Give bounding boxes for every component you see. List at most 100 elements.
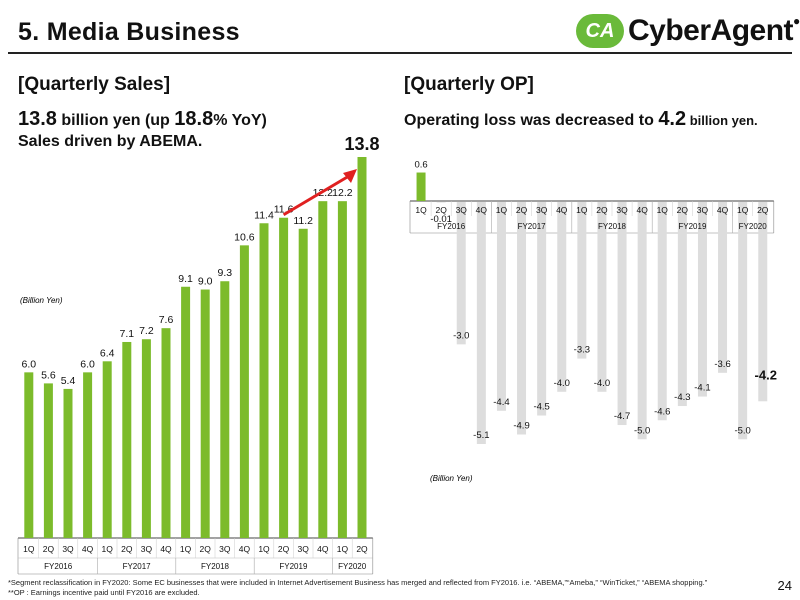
sales-data-label: 10.6: [234, 231, 255, 243]
sales-bar: [259, 223, 269, 538]
op-quarter-tick: 2Q: [757, 205, 769, 215]
sales-data-label: 6.0: [21, 358, 36, 370]
sales-quarter-tick: 1Q: [102, 544, 114, 554]
op-quarter-tick: 3Q: [536, 205, 548, 215]
op-quarter-tick: 1Q: [415, 205, 427, 215]
sales-quarter-tick: 3Q: [141, 544, 153, 554]
op-data-label: -3.6: [714, 359, 730, 370]
sales-quarter-tick: 1Q: [23, 544, 35, 554]
sales-unit-label: (Billion Yen): [20, 296, 63, 305]
sales-quarter-tick: 1Q: [180, 544, 192, 554]
sales-quarter-tick: 3Q: [62, 544, 74, 554]
op-quarter-tick: 1Q: [496, 205, 508, 215]
op-data-label: -4.2: [755, 367, 777, 382]
op-data-label: -4.9: [513, 421, 529, 432]
sales-bar: [279, 217, 289, 538]
op-data-label: -5.0: [734, 425, 750, 436]
sales-quarter-tick: 4Q: [82, 544, 94, 554]
sales-quarter-tick: 2Q: [278, 544, 290, 554]
op-bar: [436, 202, 446, 203]
op-bar: [456, 202, 466, 345]
sales-fy-label: FY2020: [338, 562, 367, 571]
op-bar: [597, 202, 607, 392]
sales-bar: [24, 372, 34, 538]
sales-quarter-tick: 2Q: [356, 544, 368, 554]
sales-bar: [122, 341, 132, 538]
op-bar: [416, 172, 426, 201]
op-bar: [617, 202, 627, 426]
op-fy-label: FY2020: [739, 222, 768, 231]
op-bar: [758, 202, 768, 402]
sales-data-label: 6.0: [80, 358, 95, 370]
op-data-label: -0.01: [430, 214, 452, 225]
sales-bar: [337, 201, 347, 538]
op-bar: [697, 202, 707, 397]
growth-arrow-shaft: [282, 174, 350, 217]
growth-arrow-head: [343, 169, 357, 183]
sales-quarter-tick: 2Q: [121, 544, 133, 554]
op-quarter-tick: 4Q: [556, 205, 568, 215]
op-quarter-tick: 3Q: [697, 205, 709, 215]
sales-fy-label: FY2018: [201, 562, 230, 571]
sales-bar: [181, 286, 191, 538]
op-fy-label: FY2018: [598, 222, 627, 231]
op-quarter-tick: 2Q: [596, 205, 608, 215]
sales-bar: [43, 383, 53, 538]
op-data-label: -5.1: [473, 430, 489, 441]
op-data-label: -4.4: [493, 397, 509, 408]
op-data-label: -3.0: [453, 330, 469, 341]
op-data-label: -4.0: [594, 378, 610, 389]
sales-fy-label: FY2016: [44, 562, 73, 571]
op-data-label: -5.0: [634, 425, 650, 436]
sales-data-label: 6.4: [100, 347, 115, 359]
footnote-op: **OP : Earnings incentive paid until FY2…: [8, 588, 200, 597]
op-data-label: -4.3: [674, 392, 690, 403]
sales-bar: [318, 201, 328, 538]
sales-data-label: 5.4: [61, 375, 76, 387]
op-data-label: -3.3: [574, 345, 590, 356]
sales-bar: [357, 157, 367, 538]
op-fy-label: FY2019: [678, 222, 707, 231]
op-quarter-tick: 1Q: [737, 205, 749, 215]
op-bar: [476, 202, 486, 444]
sales-data-label: 11.4: [254, 209, 274, 221]
op-quarter-tick: 4Q: [717, 205, 729, 215]
sales-quarter-tick: 4Q: [239, 544, 251, 554]
sales-bar: [239, 245, 249, 538]
footnote-segment: *Segment reclassification in FY2020: Som…: [8, 578, 708, 587]
sales-data-label: 9.3: [217, 267, 232, 279]
sales-quarter-tick: 3Q: [219, 544, 231, 554]
page-title: 5. Media Business: [18, 18, 240, 46]
op-bar: [537, 202, 547, 416]
op-bar: [637, 202, 647, 440]
op-bar: [657, 202, 667, 421]
op-bar: [718, 202, 728, 373]
op-bar: [738, 202, 748, 440]
sales-lead-line1: 13.8 billion yen (up 18.8% YoY): [18, 108, 267, 130]
logo-mark: CA: [576, 14, 624, 48]
sales-quarter-tick: 4Q: [317, 544, 329, 554]
sales-bar: [161, 328, 171, 538]
op-bar: [577, 202, 587, 359]
sales-data-label: 7.1: [119, 328, 134, 340]
op-quarter-tick: 2Q: [435, 205, 447, 215]
sales-data-label: 11.2: [293, 215, 313, 227]
sales-bar: [102, 361, 112, 538]
op-quarter-tick: 4Q: [476, 205, 488, 215]
op-bar: [496, 202, 506, 411]
op-lead: Operating loss was decreased to 4.2 bill…: [404, 108, 758, 130]
sales-quarter-tick: 3Q: [298, 544, 310, 554]
sales-data-label: 7.2: [139, 325, 154, 337]
op-bar: [557, 202, 567, 392]
sales-bar: [63, 388, 73, 538]
op-data-label: 0.6: [414, 160, 427, 171]
logo-wordmark: CyberAgent●: [628, 14, 800, 47]
sales-bar: [200, 289, 210, 538]
op-quarter-tick: 4Q: [636, 205, 648, 215]
op-unit-label: (Billion Yen): [430, 474, 473, 483]
op-heading: [Quarterly OP]: [404, 74, 534, 95]
op-data-label: -4.5: [533, 402, 549, 413]
sales-quarter-tick: 2Q: [200, 544, 212, 554]
op-quarter-tick: 2Q: [516, 205, 528, 215]
